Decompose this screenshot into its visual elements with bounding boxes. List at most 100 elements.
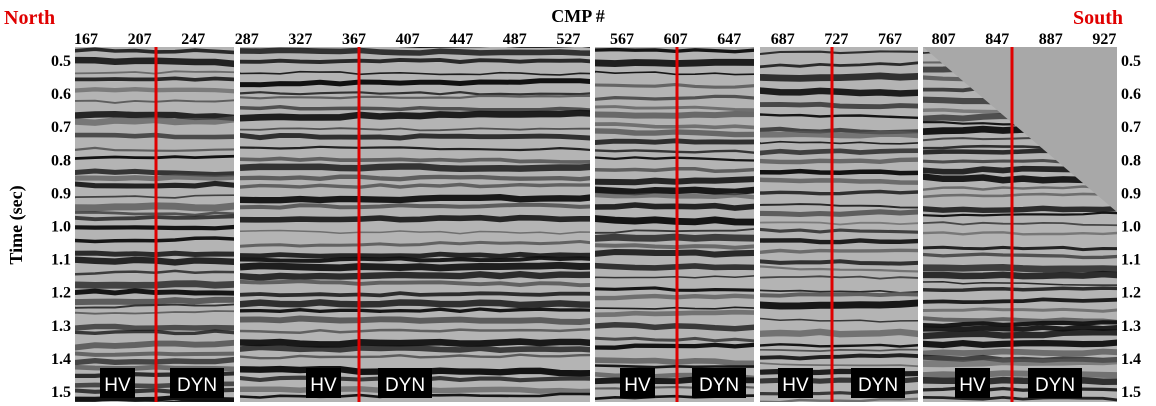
reflector [240,270,590,281]
reflector [760,113,918,120]
reflector [240,163,590,172]
reflector [240,105,590,112]
x-tick-label: 687 [771,31,795,48]
reflector [595,186,754,196]
y-tick-label-left: 0.6 [51,86,71,103]
reflector [595,122,754,130]
hv-box [778,368,813,398]
reflector [760,238,918,245]
reflector [75,356,234,366]
reflector [75,269,234,276]
y-tick-label-right: 1.2 [1121,285,1141,302]
reflector [240,261,590,272]
reflector [595,364,754,369]
x-tick-label: 247 [181,31,205,48]
reflector [923,357,1117,368]
x-tick-label: 367 [342,31,366,48]
reflector [760,72,918,82]
reflector [760,148,918,156]
x-tick-label: 407 [396,31,420,48]
x-tick-label: 167 [74,31,98,48]
reflector [240,229,590,235]
dyn-label: DYN [858,375,898,396]
reflector [75,211,234,217]
reflector [760,140,918,145]
x-tick-label: 727 [824,31,848,48]
reflector [595,176,754,186]
reflector [760,130,918,139]
reflector [240,90,590,96]
reflector [75,180,234,189]
reflector [595,228,754,234]
reflector [760,259,918,266]
reflector [240,279,590,288]
reflector [240,78,590,88]
reflector [595,110,754,119]
y-tick-label-left: 1.4 [51,351,71,368]
reflector [595,70,754,76]
x-tick-label: 447 [449,31,473,48]
reflector [760,299,918,310]
reflector [240,174,590,182]
reflector [75,47,234,55]
reflector [75,99,234,104]
reflector [75,351,234,357]
seismic-panel [923,47,1117,402]
reflector [75,56,234,68]
reflector [240,251,590,259]
reflector [595,293,754,301]
reflector [595,309,754,318]
reflector [760,362,918,368]
reflector [75,288,234,296]
x-tick-label: 327 [288,31,312,48]
reflector [75,303,234,309]
reflector [240,127,590,132]
reflector [595,105,754,112]
y-tick-label-left: 1.5 [51,384,71,401]
x-tick-label: 887 [1039,31,1063,48]
x-tick-label: 807 [932,31,956,48]
reflector [923,297,1117,305]
dyn-box [1028,368,1082,398]
reflector [240,156,590,164]
reflector [595,215,754,226]
reflector [75,329,234,336]
reflector [595,192,754,200]
y-tick-label-left: 0.9 [51,185,71,202]
south-label: South [1073,7,1123,29]
reflector [760,87,918,97]
muted-zone [923,47,1117,212]
x-tick-label: 607 [664,31,688,48]
dyn-box [692,368,746,398]
reflector [240,353,590,360]
reflector [760,101,918,110]
reflector [595,233,754,242]
reflector [240,145,590,152]
reflector [240,315,590,325]
north-label: North [4,7,55,29]
reflector [595,275,754,279]
reflector [595,243,754,250]
reflector [240,327,590,334]
reflector [75,87,234,94]
reflector [760,265,918,273]
reflector [923,328,1117,340]
reflector [75,310,234,315]
reflector [75,194,234,199]
reflector [923,376,1117,386]
reflector [75,323,234,331]
reflector [75,174,234,182]
reflector [240,57,590,64]
x-tick-label: 927 [1092,31,1116,48]
reflector [760,50,918,56]
reflector [760,221,918,226]
reflector [760,353,918,361]
reflector [760,168,918,176]
y-tick-label-left: 1.0 [51,219,71,236]
reflector [75,110,234,122]
x-tick-label: 647 [717,31,741,48]
y-axis-title: Time (sec) [6,185,27,264]
dyn-label: DYN [177,375,217,396]
reflector [595,83,754,89]
